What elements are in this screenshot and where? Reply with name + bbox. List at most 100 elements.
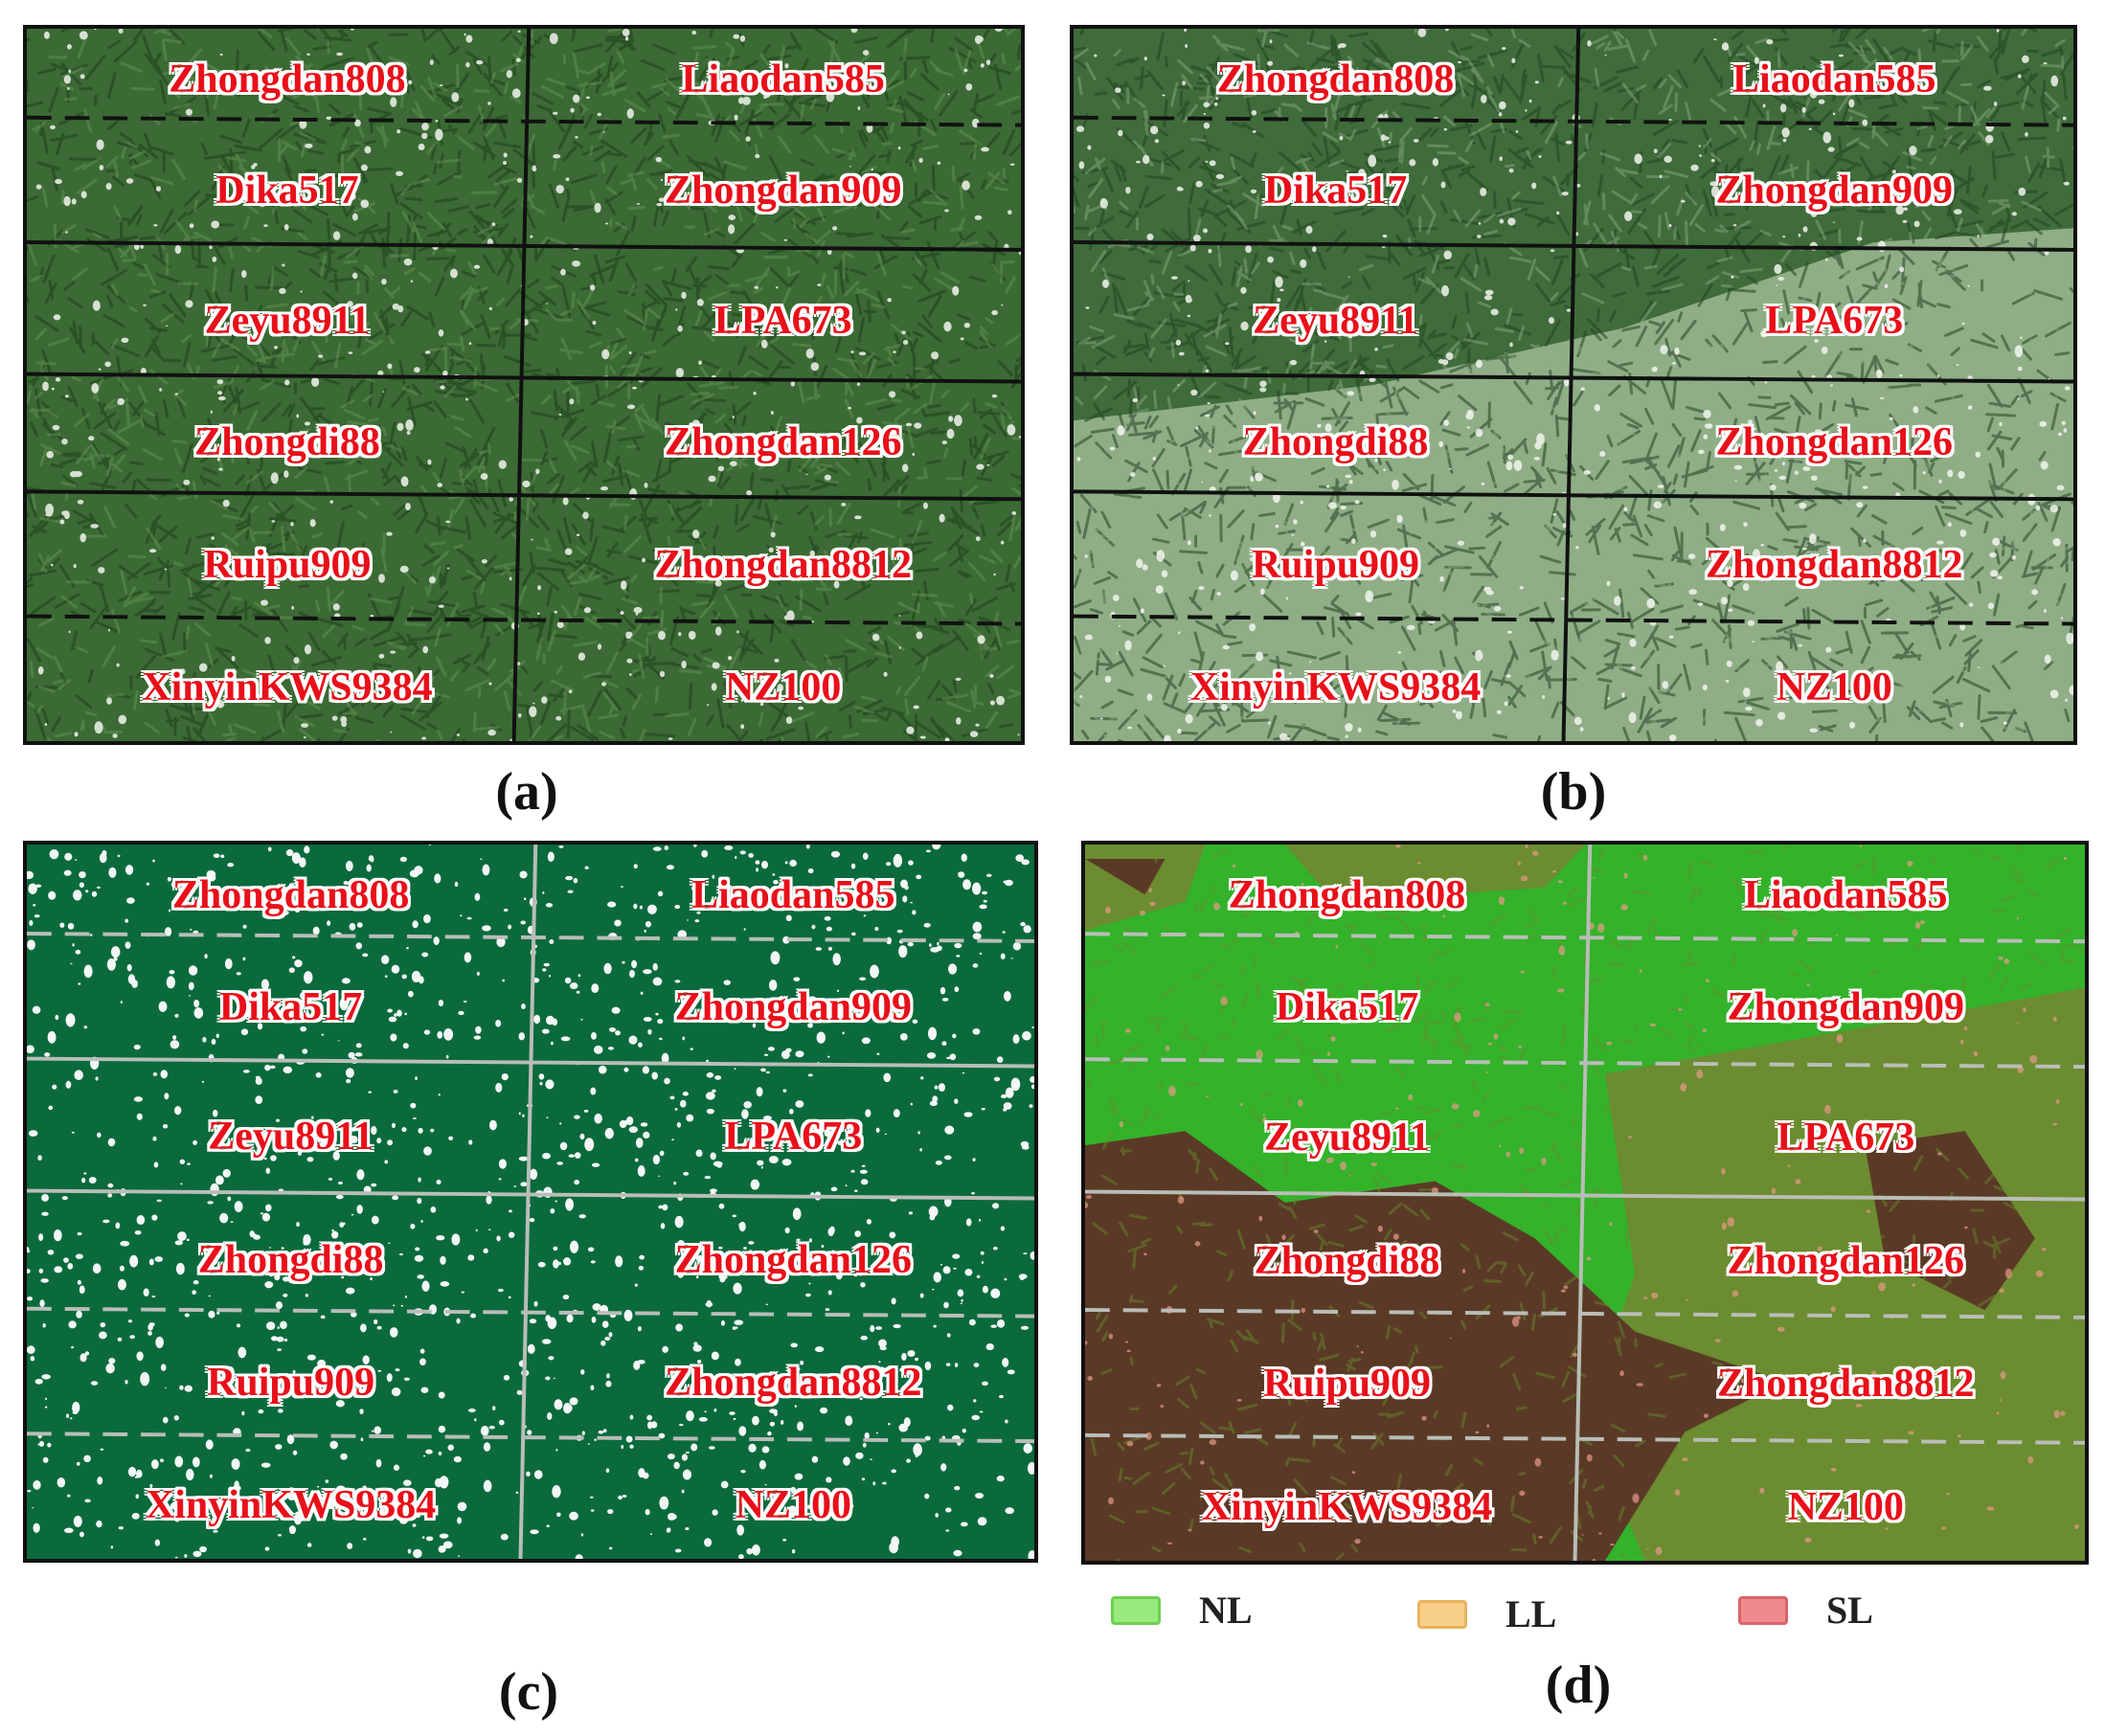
plot-divider-horizontal [1085, 932, 2085, 944]
plot-label-zhongdan126: Zhongdan126 [1727, 1238, 1964, 1283]
panel-a-rgb-image: Zhongdan808 Liaodan585 Dika517 Zhongdan909 Z… [23, 25, 1025, 745]
panel-b-canvas [1074, 29, 2073, 741]
class-ll-patch [1284, 845, 1585, 902]
plot-label-zhongdi88: Zhongdi88 [197, 1237, 384, 1282]
legend-item-sl: SL [1738, 1588, 1873, 1633]
panel-c-canvas [27, 845, 1034, 1559]
panel-d-classified-image: Zhongdan808 Liaodan585 Dika517 Zhongdan909 Z… [1081, 841, 2089, 1565]
plot-divider-vertical [1573, 845, 1593, 1561]
plot-label-zhongdan909: Zhongdan909 [664, 169, 902, 214]
plot-label-zhongdan808: Zhongdan808 [169, 56, 406, 101]
plot-divider-horizontal [27, 614, 1021, 626]
lodged-area [1074, 228, 2073, 741]
plot-divider-horizontal [1074, 115, 2073, 127]
plot-grid-lines [27, 845, 1034, 1559]
plot-label-zhongdan126: Zhongdan126 [664, 420, 902, 465]
plot-divider-horizontal [1085, 1057, 2085, 1070]
plot-label-zhongdan909: Zhongdan909 [1715, 169, 1953, 214]
plot-label-liaodan585: Liaodan585 [691, 872, 895, 917]
caption-d: (d) [1545, 1656, 1612, 1715]
class-sl-patch [1865, 1131, 2035, 1311]
plot-label-zhongdi88: Zhongdi88 [1242, 420, 1429, 465]
leaf-texture [1074, 29, 2073, 741]
plot-divider-horizontal [27, 1188, 1034, 1201]
plot-label-zhongdan126: Zhongdan126 [1715, 420, 1953, 465]
leaf-texture [27, 29, 1021, 741]
texture-specks [1085, 845, 2079, 1561]
plot-divider-horizontal [1085, 1432, 2085, 1445]
plot-label-xinyinkws9384: XinyinKWS9384 [1201, 1484, 1493, 1529]
plot-label-lpa673: LPA673 [713, 298, 852, 343]
plot-label-zhongdan8812: Zhongdan8812 [654, 543, 912, 588]
plot-label-zhongdan8812: Zhongdan8812 [665, 1360, 922, 1405]
plot-label-lpa673: LPA673 [724, 1115, 863, 1160]
legend-swatch-nl [1111, 1595, 1161, 1625]
panel-a-canvas [27, 29, 1021, 741]
plot-label-nz100: NZ100 [735, 1482, 851, 1527]
plot-label-zeyu8911: Zeyu8911 [208, 1115, 373, 1160]
plot-label-nz100: NZ100 [1787, 1484, 1904, 1529]
plot-label-ruipu909: Ruipu909 [207, 1360, 375, 1405]
plot-divider-horizontal [1074, 489, 2073, 502]
plot-label-lpa673: LPA673 [1765, 298, 1904, 343]
plot-label-zhongdan8812: Zhongdan8812 [1717, 1362, 1975, 1407]
plot-label-xinyinkws9384: XinyinKWS9384 [145, 1482, 437, 1527]
plot-divider-horizontal [27, 1306, 1034, 1319]
plot-divider-horizontal [1074, 372, 2073, 384]
panel-c-mask-image: Zhongdan808 Liaodan585 Dika517 Zhongdan909 Z… [23, 841, 1038, 1563]
texture-specks [27, 845, 1034, 1559]
class-sl-area [1085, 1131, 1785, 1561]
plot-label-dika517: Dika517 [215, 169, 359, 214]
plot-label-zeyu8911: Zeyu8911 [1264, 1116, 1430, 1161]
plot-divider-horizontal [27, 115, 1021, 127]
plot-label-dika517: Dika517 [218, 984, 363, 1029]
legend-item-ll: LL [1417, 1591, 1556, 1636]
plot-divider-horizontal [27, 239, 1021, 252]
plot-grid-lines [27, 29, 1021, 741]
plot-label-dika517: Dika517 [1275, 985, 1419, 1030]
plot-divider-vertical [1561, 29, 1581, 741]
plot-grid-lines [1074, 29, 2073, 741]
plot-label-dika517: Dika517 [1263, 169, 1408, 214]
plot-label-zhongdan808: Zhongdan808 [1216, 56, 1455, 101]
texture-specks [1075, 29, 2073, 741]
plot-divider-horizontal [1074, 614, 2073, 626]
leaf-texture [1074, 29, 2073, 741]
plot-label-liaodan585: Liaodan585 [681, 56, 885, 101]
legend-label-ll: LL [1505, 1592, 1557, 1635]
class-sl-patch [1085, 858, 1166, 895]
plot-divider-horizontal [1074, 239, 2073, 252]
caption-a: (a) [495, 762, 558, 822]
plot-label-zhongdan808: Zhongdan808 [171, 872, 410, 917]
plot-divider-vertical [511, 29, 532, 741]
plot-divider-horizontal [27, 1432, 1034, 1444]
plot-divider-horizontal [1085, 1308, 2085, 1319]
plot-label-nz100: NZ100 [725, 665, 842, 710]
plot-label-zeyu8911: Zeyu8911 [204, 298, 371, 343]
plot-label-xinyinkws9384: XinyinKWS9384 [142, 665, 433, 710]
plot-divider-vertical [518, 845, 538, 1559]
plot-label-zhongdi88: Zhongdi88 [194, 420, 380, 465]
plot-label-zhongdan808: Zhongdan808 [1228, 872, 1466, 917]
plot-label-zeyu8911: Zeyu8911 [1253, 298, 1418, 343]
texture-specks [35, 29, 1021, 741]
plot-label-nz100: NZ100 [1776, 665, 1892, 710]
plot-label-zhongdan126: Zhongdan126 [674, 1237, 913, 1282]
plot-label-lpa673: LPA673 [1777, 1116, 1915, 1161]
plot-label-xinyinkws9384: XinyinKWS9384 [1189, 665, 1482, 710]
plot-divider-horizontal [27, 1056, 1034, 1069]
legend-swatch-sl [1738, 1595, 1788, 1625]
field-background [27, 29, 1021, 741]
plot-divider-horizontal [27, 372, 1021, 384]
plot-label-zhongdi88: Zhongdi88 [1254, 1238, 1440, 1283]
plot-divider-horizontal [27, 932, 1034, 943]
plot-label-zhongdan909: Zhongdan909 [1727, 985, 1964, 1030]
legend-label-sl: SL [1826, 1589, 1873, 1632]
leaf-texture [1085, 845, 2085, 1561]
plot-grid-lines [1085, 845, 2085, 1561]
plot-label-ruipu909: Ruipu909 [1262, 1362, 1432, 1407]
plot-label-ruipu909: Ruipu909 [203, 543, 372, 588]
plot-label-zhongdan909: Zhongdan909 [674, 984, 913, 1029]
caption-c: (c) [498, 1662, 559, 1722]
legend-item-nl: NL [1111, 1588, 1253, 1633]
